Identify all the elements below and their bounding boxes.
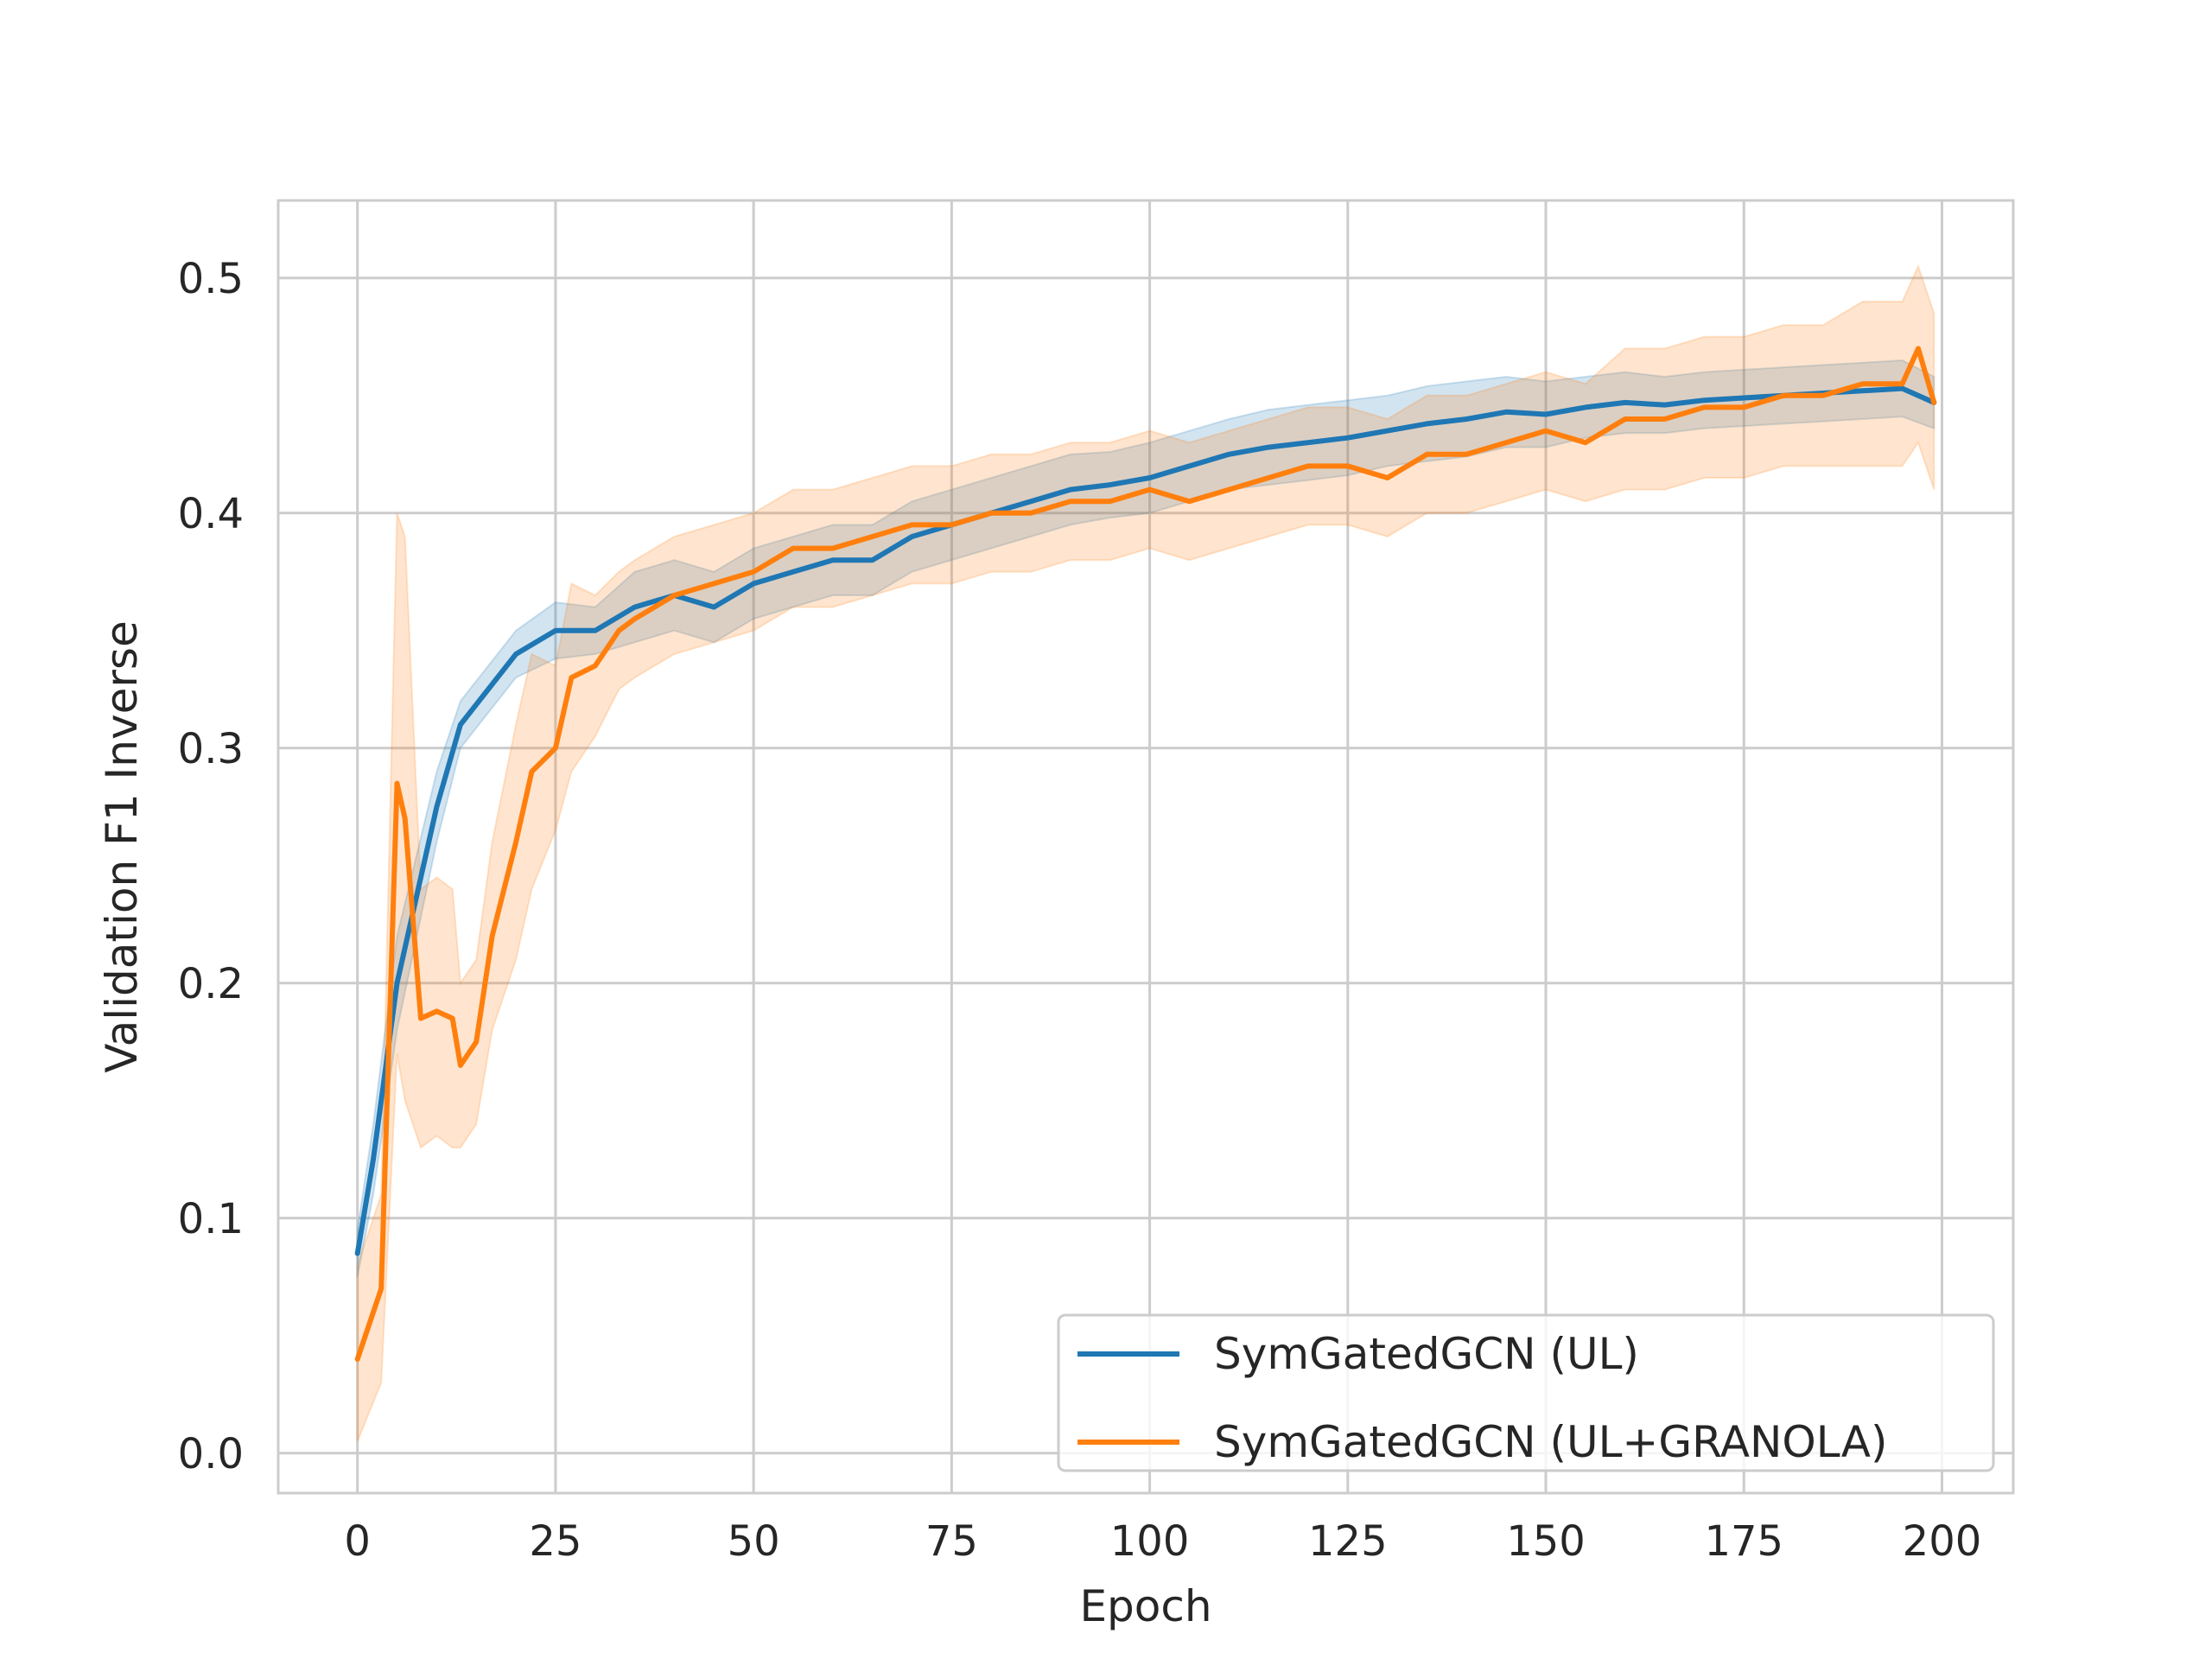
- y-tick-label: 0.0: [178, 1430, 244, 1478]
- y-tick-label: 0.5: [178, 255, 244, 303]
- plot-frame: [276, 199, 2015, 1495]
- series-line-0: [354, 385, 1937, 1256]
- confidence-bands: [356, 264, 1936, 1442]
- legend-label-symgatedgcn-ul: SymGatedGCN (UL): [1214, 1329, 1639, 1379]
- x-tick-label: 50: [728, 1517, 780, 1566]
- confidence-band-1: [356, 264, 1936, 1442]
- x-tick-label: 25: [529, 1517, 582, 1566]
- legend-box: [1057, 1313, 1995, 1472]
- confidence-band-0: [356, 359, 1936, 1277]
- x-tick-label: 150: [1506, 1517, 1586, 1566]
- y-tick-label: 0.1: [178, 1195, 244, 1243]
- y-tick-label: 0.4: [178, 490, 244, 538]
- y-tick-label: 0.2: [178, 960, 244, 1008]
- series-lines: [354, 346, 1937, 1362]
- x-tick-label: 0: [344, 1517, 371, 1566]
- series-line-1: [354, 346, 1937, 1362]
- x-tick-label: 75: [925, 1517, 978, 1566]
- x-tick-label: 200: [1903, 1517, 1982, 1566]
- legend: SymGatedGCN (UL) SymGatedGCN (UL+GRANOLA…: [1057, 1313, 1995, 1472]
- x-tick-label: 125: [1308, 1517, 1388, 1566]
- y-axis-label: Validation F1 Inverse: [97, 620, 147, 1072]
- x-axis-label: Epoch: [1079, 1581, 1211, 1631]
- tick-labels: 0 25 50 75 100 125 150 175 200 0.0 0.1 0.2 0.3 0.4 0.5: [178, 255, 1982, 1566]
- legend-label-symgatedgcn-ul-granola: SymGatedGCN (UL+GRANOLA): [1214, 1417, 1887, 1467]
- x-tick-label: 175: [1704, 1517, 1783, 1566]
- x-tick-label: 100: [1110, 1517, 1190, 1566]
- y-tick-label: 0.3: [178, 725, 244, 773]
